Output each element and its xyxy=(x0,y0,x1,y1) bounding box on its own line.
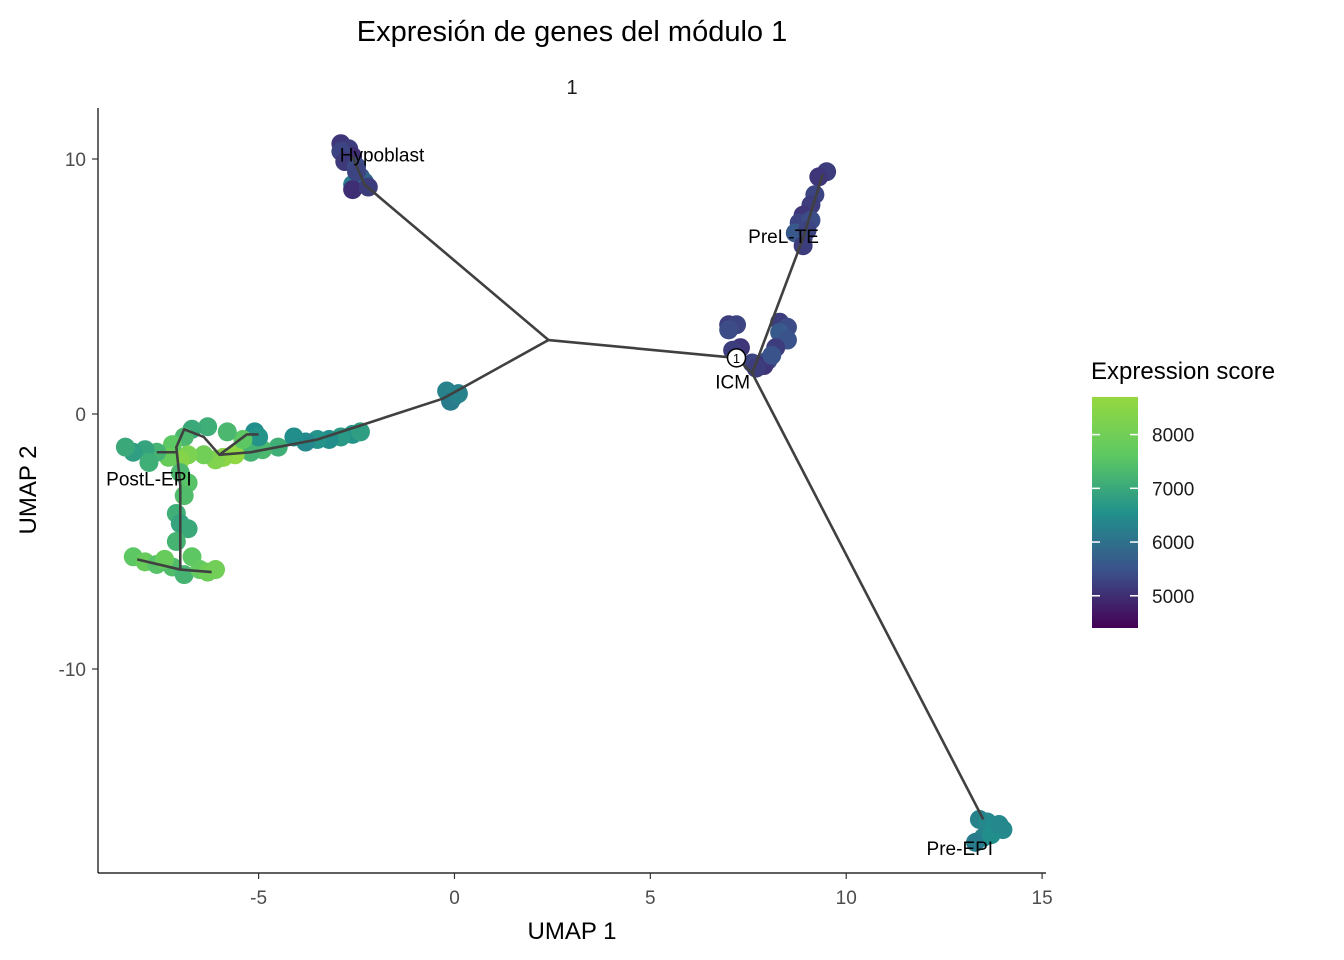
colorbar-legend: Expression score 5000 6000 7000 8000 xyxy=(1091,358,1275,628)
facet-label: 1 xyxy=(566,77,577,99)
data-point xyxy=(178,519,198,539)
x-tick-label: 10 xyxy=(836,888,857,909)
x-tick-label: 15 xyxy=(1032,888,1053,909)
x-tick-label: 0 xyxy=(449,888,460,909)
cluster-label: PreL-TE xyxy=(748,227,819,248)
colorbar xyxy=(1092,397,1138,628)
data-point xyxy=(217,422,237,442)
x-axis-title: UMAP 1 xyxy=(528,918,617,945)
data-point xyxy=(965,832,985,852)
data-point xyxy=(797,220,817,240)
data-point xyxy=(284,427,304,447)
data-point xyxy=(198,417,218,437)
data-point xyxy=(206,560,226,580)
trajectory-segment xyxy=(351,155,550,342)
x-tick-label: -5 xyxy=(250,888,267,909)
branch-point-label: 1 xyxy=(733,351,740,366)
x-tick-label: 5 xyxy=(645,888,656,909)
y-axis-title: UMAP 2 xyxy=(15,446,42,535)
branch-points-layer: 1 xyxy=(726,348,747,368)
data-point xyxy=(343,180,363,200)
data-point xyxy=(762,345,782,365)
colorbar-tick-label: 7000 xyxy=(1152,479,1194,500)
y-tick-label: 10 xyxy=(65,150,86,171)
cluster-label: Hypoblast xyxy=(340,145,425,166)
trajectory-segment xyxy=(751,372,985,821)
data-point xyxy=(249,427,269,447)
colorbar-tick-label: 5000 xyxy=(1152,587,1194,608)
cluster-label: PostL-EPI xyxy=(106,469,192,490)
plot-area: 1 Hypoblast PreL-TE ICM Pre-EPI PostL-EPI xyxy=(106,134,1013,860)
y-axis-ticks: -10 0 10 xyxy=(59,150,98,681)
trajectory-segment xyxy=(136,558,181,571)
data-point xyxy=(115,437,135,457)
legend-title: Expression score xyxy=(1091,358,1275,385)
data-point xyxy=(719,320,739,340)
colorbar-ticks: 5000 6000 7000 8000 xyxy=(1092,426,1194,608)
colorbar-tick-label: 8000 xyxy=(1152,426,1194,447)
data-point xyxy=(809,167,829,187)
trajectory-layer xyxy=(136,155,985,821)
cluster-labels-layer: Hypoblast PreL-TE ICM Pre-EPI PostL-EPI xyxy=(106,145,993,860)
data-point xyxy=(989,815,1009,835)
y-tick-label: 0 xyxy=(75,405,86,426)
colorbar-tick-label: 6000 xyxy=(1152,533,1194,554)
chart-title: Expresión de genes del módulo 1 xyxy=(357,16,787,48)
points-layer xyxy=(115,134,1013,852)
data-point xyxy=(166,532,186,551)
data-point xyxy=(194,445,214,465)
trajectory-segment xyxy=(175,338,550,574)
data-point xyxy=(139,452,159,472)
branch-point-marker xyxy=(726,348,747,368)
cluster-label: Pre-EPI xyxy=(927,839,994,860)
x-axis-ticks: -5 0 5 10 15 xyxy=(250,873,1053,909)
y-tick-label: -10 xyxy=(59,660,86,681)
trajectory-segment xyxy=(218,433,259,456)
cluster-label: ICM xyxy=(715,372,750,393)
